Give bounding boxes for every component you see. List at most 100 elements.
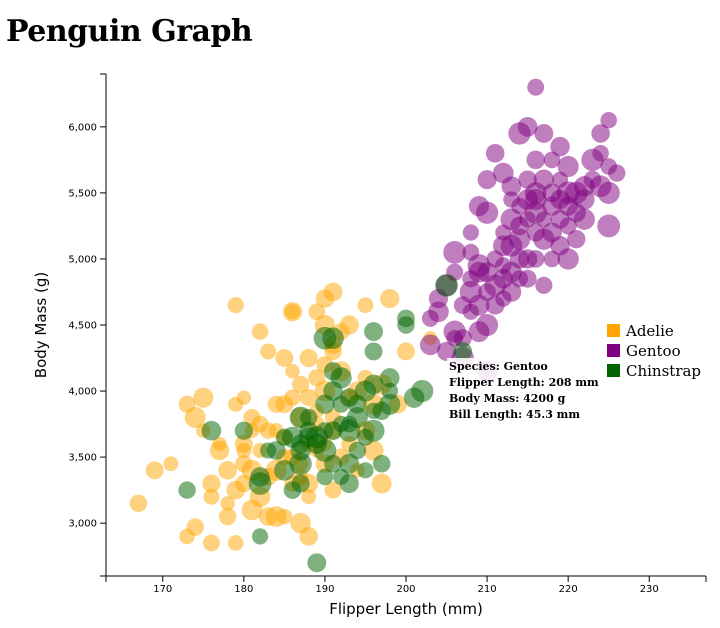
- data-point[interactable]: [419, 334, 441, 356]
- data-point[interactable]: [236, 390, 252, 405]
- data-point[interactable]: [275, 395, 294, 414]
- data-point[interactable]: [581, 148, 604, 172]
- data-point[interactable]: [508, 228, 531, 250]
- data-point[interactable]: [313, 439, 337, 462]
- data-point[interactable]: [250, 467, 270, 487]
- data-point[interactable]: [260, 343, 277, 360]
- data-point[interactable]: [163, 456, 179, 472]
- data-point[interactable]: [357, 462, 374, 479]
- data-point[interactable]: [397, 316, 415, 334]
- data-point[interactable]: [364, 322, 384, 342]
- data-point[interactable]: [475, 201, 499, 224]
- data-point[interactable]: [485, 295, 505, 315]
- data-point[interactable]: [557, 248, 579, 270]
- data-point[interactable]: [201, 420, 222, 441]
- data-point[interactable]: [348, 441, 367, 460]
- data-point[interactable]: [339, 453, 360, 474]
- data-point[interactable]: [518, 269, 537, 288]
- data-point[interactable]: [462, 224, 479, 241]
- data-point[interactable]: [381, 382, 399, 400]
- data-point[interactable]: [567, 229, 586, 249]
- data-point[interactable]: [411, 379, 434, 403]
- data-point[interactable]: [275, 349, 294, 367]
- data-point[interactable]: [533, 228, 555, 250]
- data-point[interactable]: [251, 528, 269, 545]
- data-point[interactable]: [291, 474, 310, 493]
- data-point[interactable]: [300, 389, 318, 407]
- data-point[interactable]: [330, 367, 352, 389]
- data-point[interactable]: [291, 375, 310, 394]
- data-point[interactable]: [510, 216, 529, 236]
- data-point[interactable]: [379, 393, 401, 415]
- data-point[interactable]: [284, 304, 301, 320]
- data-point[interactable]: [371, 473, 392, 494]
- data-point[interactable]: [364, 342, 383, 361]
- data-point[interactable]: [526, 150, 546, 170]
- data-point[interactable]: [435, 274, 458, 297]
- data-point[interactable]: [301, 489, 317, 505]
- data-point[interactable]: [566, 203, 586, 223]
- data-point[interactable]: [527, 78, 545, 96]
- data-point[interactable]: [436, 341, 457, 361]
- data-point[interactable]: [145, 461, 164, 480]
- data-point[interactable]: [589, 175, 612, 198]
- data-point[interactable]: [428, 301, 449, 323]
- data-point[interactable]: [363, 374, 384, 395]
- data-point[interactable]: [543, 151, 561, 169]
- data-point[interactable]: [346, 406, 368, 429]
- data-point[interactable]: [517, 189, 538, 210]
- data-point[interactable]: [493, 235, 514, 257]
- data-point[interactable]: [362, 419, 385, 442]
- data-point[interactable]: [357, 297, 374, 314]
- data-point[interactable]: [543, 250, 561, 268]
- data-point[interactable]: [517, 116, 538, 137]
- data-point[interactable]: [202, 534, 220, 552]
- data-point[interactable]: [316, 468, 334, 486]
- data-point[interactable]: [397, 342, 415, 361]
- data-point[interactable]: [323, 282, 343, 302]
- data-point[interactable]: [453, 342, 473, 361]
- data-point[interactable]: [212, 436, 227, 451]
- data-point[interactable]: [322, 327, 344, 350]
- data-point[interactable]: [542, 196, 562, 216]
- data-point[interactable]: [236, 442, 252, 459]
- data-point[interactable]: [259, 422, 277, 439]
- data-point[interactable]: [178, 481, 196, 499]
- data-point[interactable]: [446, 329, 463, 347]
- data-point[interactable]: [186, 518, 204, 536]
- data-point[interactable]: [372, 454, 391, 473]
- data-point[interactable]: [298, 427, 319, 448]
- data-point[interactable]: [339, 315, 359, 335]
- data-point[interactable]: [559, 217, 577, 235]
- data-point[interactable]: [227, 535, 244, 551]
- data-point[interactable]: [550, 136, 570, 157]
- data-point[interactable]: [500, 261, 522, 283]
- data-point[interactable]: [526, 250, 545, 268]
- data-point[interactable]: [184, 407, 206, 428]
- data-point[interactable]: [476, 313, 499, 337]
- data-point[interactable]: [535, 276, 553, 294]
- data-point[interactable]: [468, 294, 490, 316]
- data-point[interactable]: [203, 488, 220, 505]
- data-point[interactable]: [339, 473, 359, 494]
- data-point[interactable]: [332, 395, 350, 413]
- data-point[interactable]: [234, 421, 253, 440]
- data-point[interactable]: [492, 162, 514, 184]
- data-point[interactable]: [608, 164, 626, 182]
- data-point[interactable]: [193, 387, 214, 408]
- data-point[interactable]: [600, 111, 617, 129]
- data-point[interactable]: [266, 441, 286, 460]
- data-point[interactable]: [534, 123, 554, 143]
- data-point[interactable]: [477, 170, 497, 190]
- data-point[interactable]: [591, 124, 610, 143]
- data-point[interactable]: [557, 155, 579, 178]
- data-point[interactable]: [299, 348, 318, 368]
- data-point[interactable]: [324, 481, 342, 499]
- data-point[interactable]: [251, 323, 269, 340]
- data-point[interactable]: [485, 143, 505, 163]
- data-point[interactable]: [477, 262, 498, 283]
- data-point[interactable]: [380, 368, 400, 388]
- data-point[interactable]: [218, 461, 237, 480]
- data-point[interactable]: [227, 297, 244, 314]
- data-point[interactable]: [218, 507, 237, 526]
